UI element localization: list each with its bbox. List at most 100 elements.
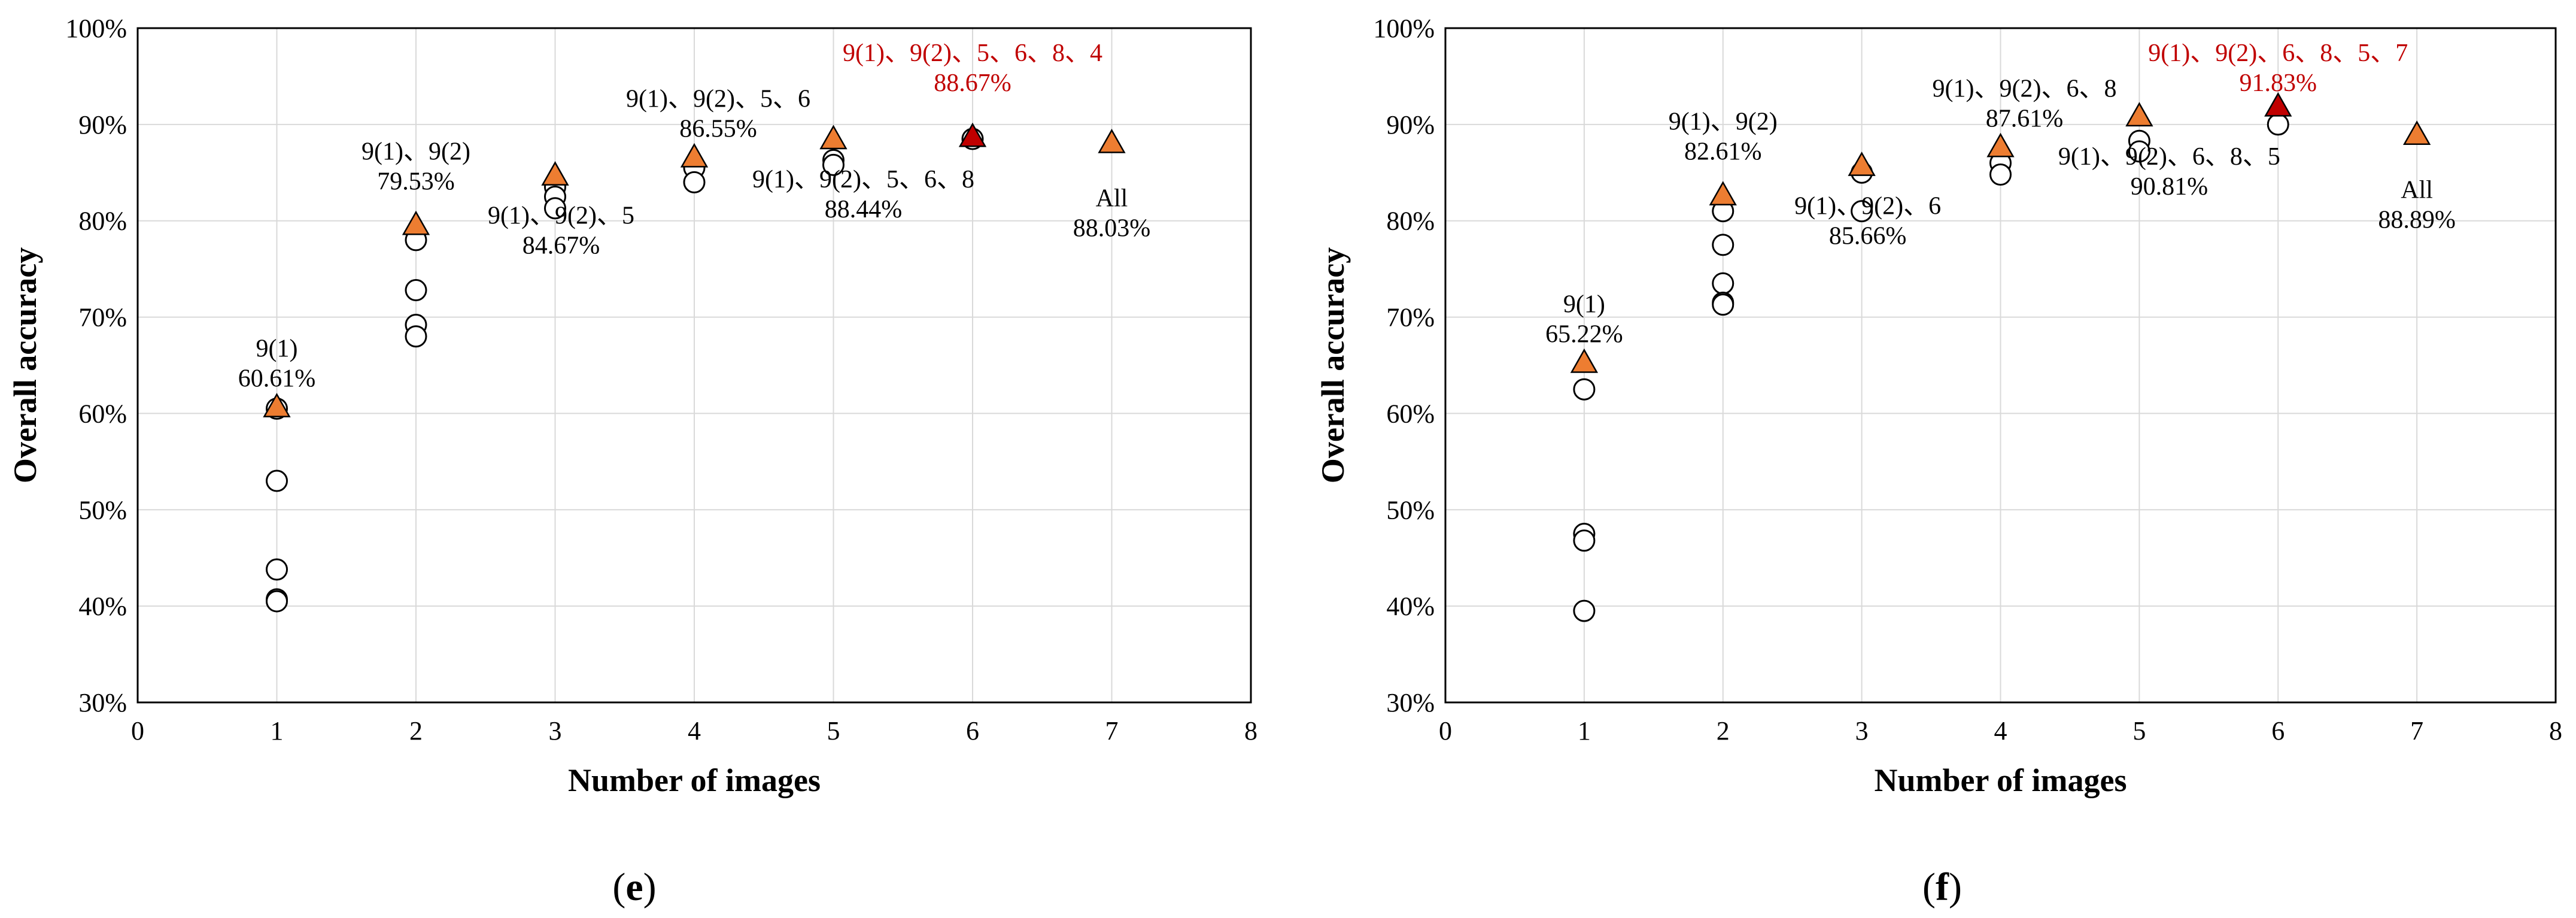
x-tick-label: 5 <box>2133 716 2146 746</box>
data-point-triangle <box>1098 129 1126 153</box>
x-tick-label: 2 <box>409 716 423 746</box>
data-point-triangle <box>1848 152 1876 176</box>
data-point-triangle <box>263 393 291 417</box>
data-point-triangle <box>1709 181 1737 205</box>
best-combination-marker <box>2264 92 2292 117</box>
data-point-circle <box>1712 272 1734 295</box>
annotation-accuracy: 91.83% <box>2240 69 2317 97</box>
data-point-circle <box>2128 140 2150 163</box>
chart-panel-e: 30% 40% 50% 60% 70% 80% 90% 100% 0 1 2 3 4 5 6 7 8 Number… <box>7 14 1257 909</box>
panel-label: (f) <box>1922 865 1962 909</box>
plot-area-frame <box>136 27 1252 704</box>
data-point-circle <box>1989 163 2012 186</box>
annotation-accuracy: 85.66% <box>1829 223 1907 250</box>
panel-label: (e) <box>612 865 656 909</box>
data-point-triangle <box>2402 120 2431 145</box>
y-tick-label: 40% <box>1386 592 1435 621</box>
annotation-combination: 9(1)、9(2)、5、6、8 <box>752 166 974 193</box>
x-tick-label: 0 <box>131 716 144 746</box>
y-tick-label: 30% <box>78 688 127 717</box>
data-point-circle <box>266 469 288 492</box>
panel-label-letter: f <box>1936 865 1949 909</box>
annotation-accuracy: 88.89% <box>2378 207 2456 234</box>
x-tick-label: 8 <box>1244 716 1257 746</box>
y-tick-label: 60% <box>78 399 127 428</box>
data-point-circle <box>683 171 706 193</box>
x-tick-label: 3 <box>549 716 562 746</box>
data-point-circle <box>2267 113 2289 136</box>
annotation-combination: 9(1)、9(2) <box>362 138 470 165</box>
annotation-combination: 9(1) <box>1563 290 1605 318</box>
data-point-circle <box>1712 293 1734 316</box>
y-tick-label: 60% <box>1386 399 1435 428</box>
data-point-triangle <box>1570 348 1599 373</box>
data-point-triangle <box>402 210 430 235</box>
annotation-accuracy: 86.55% <box>679 115 757 143</box>
x-tick-label: 4 <box>688 716 701 746</box>
x-axis-title: Number of images <box>568 762 821 798</box>
x-tick-label: 4 <box>1994 716 2007 746</box>
annotation-accuracy: 87.61% <box>1986 105 2064 132</box>
x-tick-label: 6 <box>2271 716 2285 746</box>
annotation-combination: 9(1) <box>256 335 298 363</box>
data-point-triangle <box>680 143 709 168</box>
panel-label-open: ( <box>612 865 625 909</box>
annotation-accuracy: 65.22% <box>1545 320 1623 348</box>
y-tick-label: 80% <box>1386 207 1435 236</box>
panel-label-close: ) <box>643 865 657 909</box>
y-tick-label: 50% <box>1386 495 1435 525</box>
annotation-combination: 9(1)、9(2)、5、6、8、4 <box>843 40 1102 67</box>
y-tick-label: 40% <box>78 592 127 621</box>
annotation-accuracy: 90.81% <box>2131 173 2209 201</box>
x-tick-label: 1 <box>1578 716 1591 746</box>
annotation-combination: 9(1)、9(2)、5、6 <box>626 85 810 113</box>
annotation-combination: 9(1)、9(2)、5 <box>488 202 634 230</box>
x-tick-label: 3 <box>1855 716 1869 746</box>
data-point-circle <box>1712 234 1734 256</box>
y-axis-title: Overall accuracy <box>7 247 43 483</box>
data-point-circle <box>405 325 427 348</box>
x-tick-label: 2 <box>1717 716 1730 746</box>
panel-label-open: ( <box>1922 865 1936 909</box>
data-point-circle <box>266 558 288 581</box>
data-point-triangle <box>541 161 569 186</box>
x-tick-label: 7 <box>2410 716 2423 746</box>
best-combination-marker <box>958 122 987 147</box>
data-point-circle <box>1573 599 1596 622</box>
annotation-accuracy: 88.44% <box>825 196 903 223</box>
annotation-accuracy: 60.61% <box>238 365 316 393</box>
data-point-circle <box>1851 200 1873 223</box>
y-axis-title: Overall accuracy <box>1315 247 1351 483</box>
y-tick-label: 80% <box>78 207 127 236</box>
x-tick-label: 1 <box>271 716 284 746</box>
annotation-accuracy: 84.67% <box>523 232 600 260</box>
annotation-accuracy: 82.61% <box>1684 138 1762 166</box>
annotation-accuracy: 88.03% <box>1073 215 1151 243</box>
data-point-triangle <box>1986 132 2015 157</box>
x-tick-label: 6 <box>966 716 979 746</box>
annotation-accuracy: 88.67% <box>934 69 1011 97</box>
data-point-circle <box>405 279 427 302</box>
annotation-combination: 9(1)、9(2) <box>1669 108 1778 136</box>
y-tick-label: 30% <box>1386 688 1435 717</box>
data-point-circle <box>544 197 566 220</box>
y-tick-label: 100% <box>65 14 127 43</box>
annotation-combination: 9(1)、9(2)、6 <box>1794 193 1941 220</box>
data-point-circle <box>1573 378 1596 401</box>
x-tick-label: 8 <box>2549 716 2562 746</box>
data-point-circle <box>266 590 288 613</box>
y-tick-label: 90% <box>1386 110 1435 140</box>
x-tick-label: 5 <box>827 716 840 746</box>
y-tick-label: 70% <box>78 303 127 332</box>
x-axis-title: Number of images <box>1875 762 2127 798</box>
y-tick-label: 50% <box>78 495 127 525</box>
data-point-triangle <box>819 125 847 150</box>
y-tick-label: 90% <box>78 110 127 140</box>
annotation-combination: All <box>1096 185 1128 213</box>
plot-area-frame <box>1444 27 2557 704</box>
data-point-circle <box>822 153 845 176</box>
data-point-circle <box>1573 529 1596 552</box>
y-tick-label: 70% <box>1386 303 1435 332</box>
data-point-triangle <box>2125 102 2153 127</box>
annotation-combination: 9(1)、9(2)、6、8、5 <box>2058 143 2280 171</box>
